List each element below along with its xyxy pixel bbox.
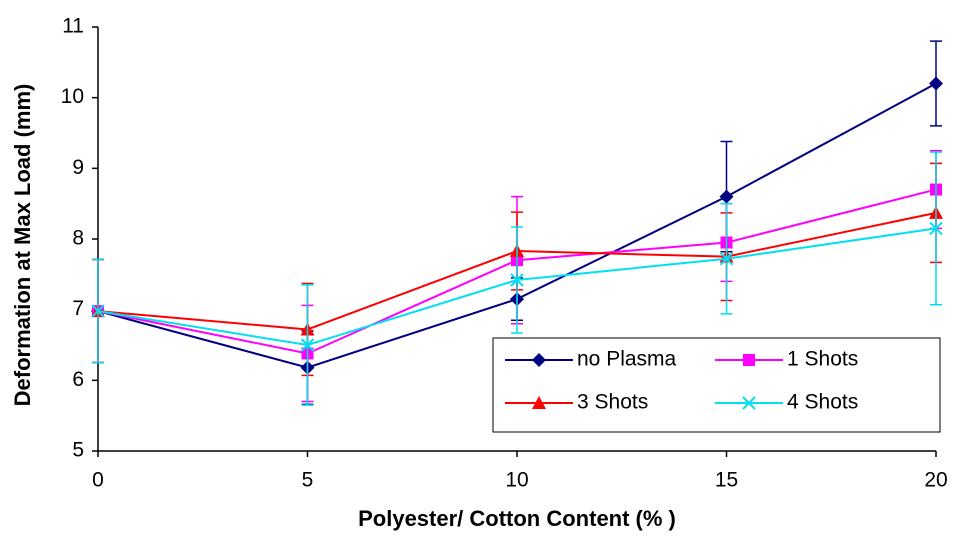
legend-label: 3 Shots [577,391,648,414]
marker [510,273,524,287]
y-tick-label: 6 [72,368,84,391]
x-tick-label: 15 [715,469,738,492]
y-tick-label: 11 [62,15,84,38]
legend-label: 1 Shots [787,348,858,371]
y-tick-label: 8 [72,227,84,250]
x-tick-label: 10 [505,469,528,492]
legend-label: 4 Shots [787,391,858,414]
x-axis-label: Polyester/ Cotton Content (% ) [358,506,676,531]
marker [532,396,546,409]
x-tick-label: 20 [924,469,947,492]
x-tick-label: 5 [302,469,314,492]
y-tick-label: 7 [72,297,84,320]
marker [929,76,943,91]
marker [719,189,734,204]
x-tick-label: 0 [92,469,104,492]
marker [91,304,105,318]
marker [532,353,546,367]
marker [300,338,315,352]
y-axis-label: Deformation at Max Load (mm) [10,84,35,407]
legend-box [492,337,941,433]
y-tick-label: 9 [72,156,84,179]
marker [929,221,943,236]
y-tick-label: 5 [72,439,84,462]
marker [743,354,755,366]
marker [742,396,756,410]
y-tick-label: 10 [61,85,84,108]
legend-label: no Plasma [577,348,677,371]
marker [719,252,734,266]
